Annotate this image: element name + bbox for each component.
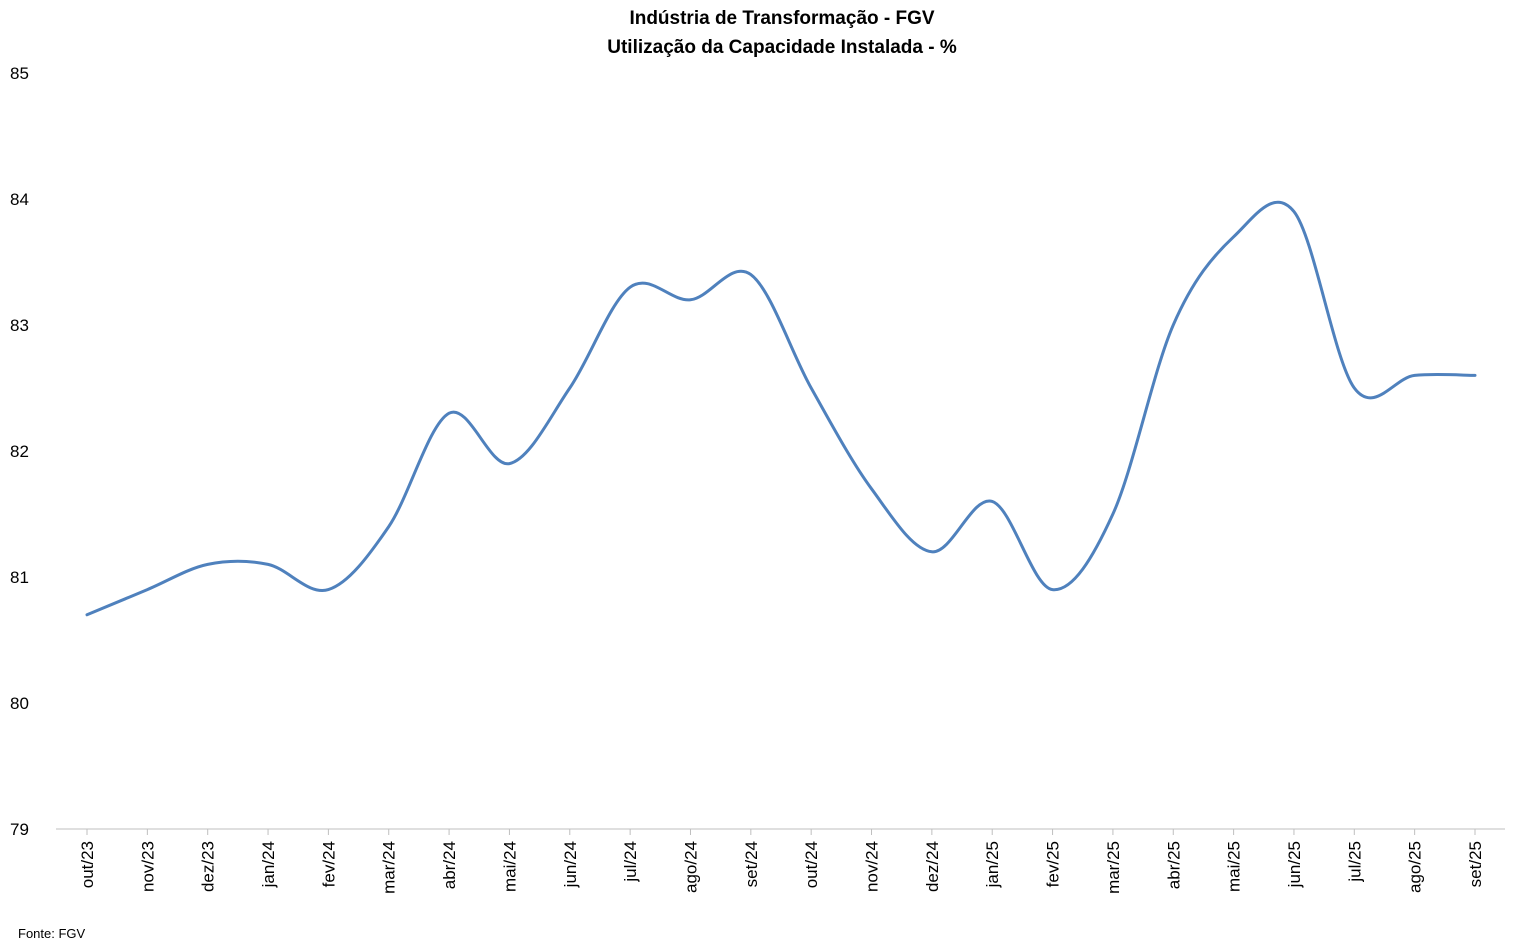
x-tick-label: out/24 — [802, 841, 821, 888]
x-tick-label: fev/24 — [319, 841, 338, 887]
chart-subtitle: Utilização da Capacidade Instalada - % — [607, 37, 957, 58]
x-tick-label: abr/24 — [440, 841, 459, 889]
x-tick-label: set/25 — [1466, 841, 1485, 887]
x-tick-label: abr/25 — [1164, 841, 1183, 889]
x-tick-label: jan/24 — [259, 841, 278, 888]
x-axis: out/23 nov/23 dez/23 jan/24 fev/24 mar/24 abr/… — [56, 828, 1505, 894]
y-tick-label: 80 — [10, 694, 29, 713]
x-tick-label: ago/25 — [1406, 841, 1425, 893]
x-tick-label: jun/25 — [1285, 841, 1304, 888]
x-tick-label: nov/23 — [138, 841, 157, 892]
y-tick-label: 82 — [10, 442, 29, 461]
y-tick-label: 84 — [10, 190, 29, 209]
x-tick-label: nov/24 — [863, 841, 882, 892]
x-tick-label: dez/24 — [923, 841, 942, 892]
y-tick-label: 81 — [10, 568, 29, 587]
x-tick-label: dez/23 — [199, 841, 218, 892]
x-tick-label: set/24 — [742, 841, 761, 887]
x-tick-label: out/23 — [78, 841, 97, 888]
x-tick-label: ago/24 — [681, 841, 700, 893]
x-tick-label: fev/25 — [1044, 841, 1063, 887]
x-tick-label: mai/24 — [500, 841, 519, 892]
y-tick-label: 79 — [10, 820, 29, 839]
x-tick-label: jul/25 — [1345, 841, 1364, 883]
x-tick-label: jun/24 — [561, 841, 580, 888]
x-tick-label: jul/24 — [621, 841, 640, 883]
series-layer — [85, 200, 1477, 617]
x-tick-label: jan/25 — [983, 841, 1002, 888]
x-tick-label: mar/25 — [1104, 841, 1123, 894]
series-line-0 — [85, 200, 1477, 617]
y-axis: 79 80 81 82 83 84 85 — [10, 64, 29, 839]
y-tick-label: 83 — [10, 316, 29, 335]
y-tick-label: 85 — [10, 64, 29, 83]
chart-title: Indústria de Transformação - FGV — [629, 8, 934, 29]
x-tick-label: mar/24 — [380, 841, 399, 894]
source-note: Fonte: FGV — [18, 926, 86, 941]
x-tick-label: mai/25 — [1225, 841, 1244, 892]
